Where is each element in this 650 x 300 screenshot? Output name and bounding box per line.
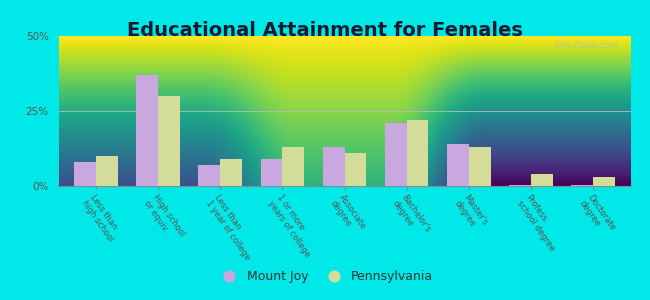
Bar <box>509 185 531 186</box>
Bar <box>261 159 282 186</box>
Bar <box>469 147 491 186</box>
Bar <box>344 153 366 186</box>
Bar <box>136 75 158 186</box>
Bar <box>531 174 552 186</box>
Bar <box>385 123 407 186</box>
Bar <box>158 96 180 186</box>
Bar <box>198 165 220 186</box>
Bar <box>74 162 96 186</box>
Bar <box>323 147 345 186</box>
Legend: Mount Joy, Pennsylvania: Mount Joy, Pennsylvania <box>212 265 438 288</box>
Bar <box>593 177 615 186</box>
Bar <box>407 120 428 186</box>
Bar <box>571 185 593 186</box>
Bar <box>96 156 118 186</box>
Text: City-Data.com: City-Data.com <box>555 40 619 50</box>
Bar <box>220 159 242 186</box>
Text: Educational Attainment for Females: Educational Attainment for Females <box>127 21 523 40</box>
Bar <box>282 147 304 186</box>
Bar <box>447 144 469 186</box>
